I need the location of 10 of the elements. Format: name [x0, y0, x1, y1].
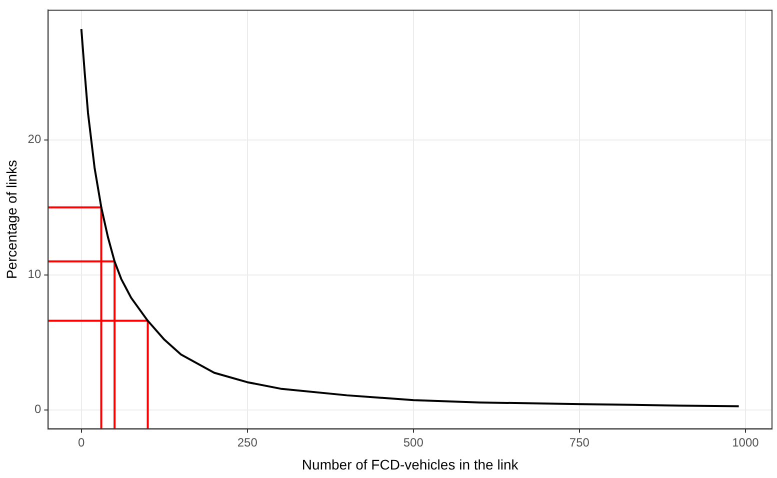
y-axis-title: Percentage of links: [3, 160, 20, 280]
x-tick-label: 0: [78, 435, 86, 450]
y-tick-label: 10: [28, 267, 42, 282]
x-axis-title: Number of FCD-vehicles in the link: [302, 456, 520, 472]
x-tick-label: 500: [403, 435, 424, 450]
x-tick-label: 250: [237, 435, 258, 450]
y-tick-label: 20: [28, 132, 42, 146]
x-tick-label: 1000: [732, 435, 760, 450]
x-tick-label: 750: [569, 435, 590, 450]
y-tick-label: 0: [34, 402, 42, 416]
